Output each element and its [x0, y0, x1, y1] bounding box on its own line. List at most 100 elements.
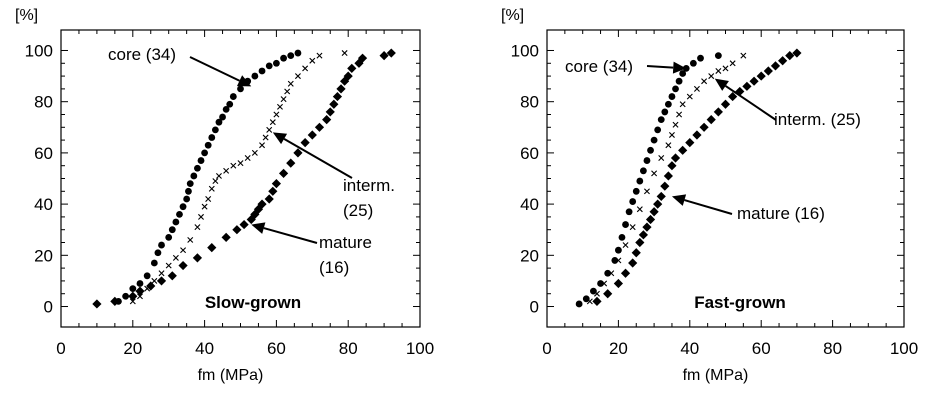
data-point-diamond	[354, 58, 364, 68]
data-point-cross	[679, 101, 686, 108]
data-point-cross	[136, 293, 143, 300]
data-point-circle	[629, 198, 637, 205]
data-point-diamond	[792, 48, 802, 58]
chart-panel-fast-grown: 0 20 40 60 80 100 0 20 40 60 80 100 fm (MPa) [%] Fast-…	[501, 7, 918, 384]
data-point-circle	[689, 59, 697, 67]
x-axis-title: fm (MPa)	[683, 367, 749, 384]
annotation-label-line2: (25)	[343, 201, 373, 220]
data-point-circle	[625, 208, 633, 216]
data-point-circle	[186, 180, 194, 188]
data-point-circle	[122, 292, 130, 300]
data-point-circle	[643, 157, 651, 164]
data-point-circle	[265, 62, 273, 70]
data-point-circle	[172, 218, 180, 226]
data-point-circle	[204, 141, 212, 149]
annotation-label: interm.	[343, 176, 395, 195]
data-point-diamond	[314, 122, 325, 132]
x-tick-label: 60	[267, 339, 286, 358]
data-point-circle	[183, 195, 191, 203]
data-point-diamond	[756, 71, 766, 81]
data-point-cross	[201, 203, 208, 210]
series-circle	[115, 49, 302, 305]
data-point-circle	[251, 72, 259, 80]
annotation-label-line2: (16)	[319, 258, 349, 277]
x-axis-title: fm (MPa)	[198, 367, 264, 384]
data-point-diamond	[128, 291, 138, 301]
data-point-circle	[675, 77, 683, 85]
data-point-cross	[158, 270, 165, 277]
data-point-diamond	[720, 99, 731, 109]
data-point-circle	[273, 59, 280, 67]
data-point-diamond	[645, 214, 656, 225]
data-point-diamond	[785, 51, 795, 61]
y-tick-label: 40	[520, 195, 539, 214]
y-tick-label: 40	[34, 195, 53, 214]
panel-title: Fast-grown	[694, 293, 786, 312]
data-point-circle	[618, 233, 626, 241]
data-point-circle	[611, 257, 619, 264]
data-point-diamond	[660, 181, 670, 191]
data-point-circle	[158, 241, 165, 249]
data-point-cross	[205, 195, 212, 202]
data-point-diamond	[386, 48, 396, 58]
data-point-diamond	[271, 179, 281, 189]
data-point-cross	[269, 119, 276, 126]
y-tick-label: 80	[34, 93, 53, 112]
data-point-circle	[179, 203, 187, 211]
data-point-diamond	[293, 148, 303, 158]
data-point-cross	[601, 280, 608, 287]
data-point-diamond	[635, 237, 645, 248]
data-point-circle	[615, 246, 622, 254]
annotation-label: mature	[319, 233, 372, 252]
data-point-circle	[176, 210, 183, 218]
data-point-cross	[262, 134, 269, 141]
data-point-cross	[665, 142, 672, 149]
data-point-cross	[636, 206, 643, 213]
data-point-circle	[237, 85, 244, 93]
data-point-cross	[194, 224, 201, 231]
data-point-circle	[639, 167, 647, 175]
data-point-cross	[643, 188, 650, 195]
annotation-arrow-head	[251, 222, 266, 234]
data-point-cross	[230, 162, 237, 169]
data-point-cross	[715, 67, 722, 74]
data-point-diamond	[286, 158, 296, 168]
data-point-cross	[251, 149, 258, 156]
data-point-diamond	[221, 232, 231, 242]
annotation-arrow-head	[236, 75, 252, 87]
data-point-cross	[180, 247, 187, 254]
x-tick-label: 40	[195, 339, 214, 358]
x-tick-label: 0	[56, 339, 65, 358]
data-point-cross	[740, 52, 747, 59]
y-tick-label: 60	[34, 144, 53, 163]
data-point-diamond	[329, 99, 339, 109]
x-tick-label: 80	[823, 339, 842, 358]
data-point-cross	[223, 167, 230, 174]
data-point-diamond	[742, 81, 752, 91]
data-point-cross	[651, 170, 658, 177]
data-point-circle	[632, 187, 640, 195]
series-diamond	[92, 48, 396, 309]
data-point-diamond	[340, 76, 350, 86]
data-point-diamond	[642, 222, 652, 232]
data-point-circle	[622, 221, 629, 228]
annotation: mature (16)	[251, 222, 372, 277]
data-point-diamond	[110, 296, 120, 306]
data-point-cross	[586, 298, 593, 305]
data-point-diamond	[250, 209, 260, 219]
data-point-diamond	[379, 51, 389, 61]
data-point-diamond	[325, 107, 335, 117]
data-point-diamond	[656, 191, 666, 202]
data-point-circle	[215, 118, 223, 126]
data-point-cross	[198, 213, 204, 220]
data-point-cross	[129, 298, 136, 305]
series-cross	[129, 50, 348, 305]
data-point-diamond	[357, 53, 368, 63]
data-point-diamond	[336, 84, 346, 94]
data-point-circle	[208, 134, 216, 141]
data-point-cross	[593, 290, 600, 297]
data-point-circle	[143, 272, 151, 280]
data-point-diamond	[667, 161, 677, 171]
data-point-diamond	[156, 276, 167, 286]
data-point-diamond	[749, 76, 759, 86]
